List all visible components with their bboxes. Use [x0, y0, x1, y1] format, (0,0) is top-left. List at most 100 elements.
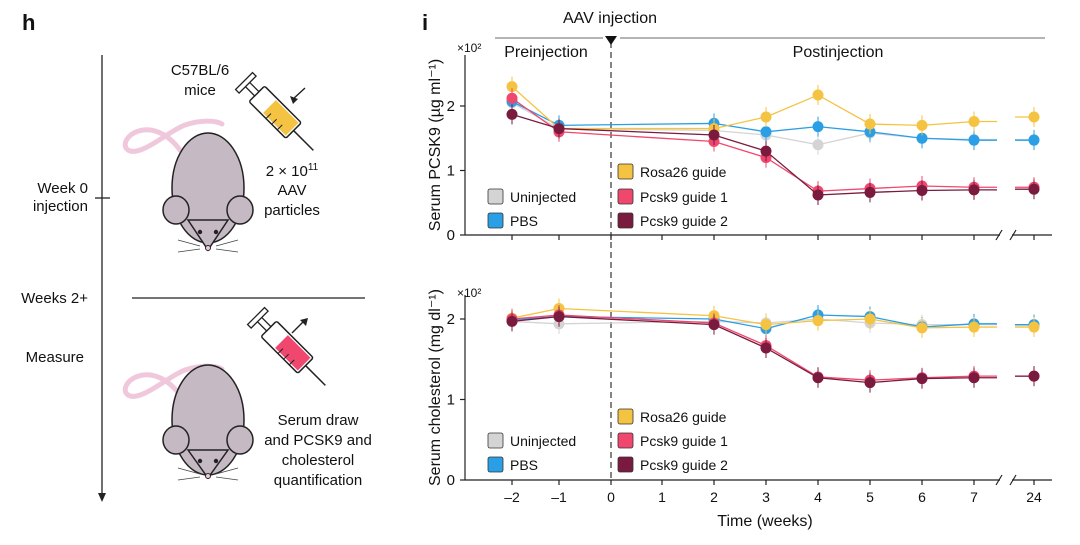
y-tick-label: 2 — [447, 98, 455, 115]
legend-label: Pcsk9 guide 1 — [640, 433, 728, 449]
data-point — [1028, 134, 1040, 146]
mouse-top-icon — [122, 118, 254, 253]
series-line — [511, 100, 975, 141]
axis-break-mark — [995, 229, 1003, 241]
panel-h: h — [0, 0, 420, 545]
mouse-strain-label: C57BL/6 — [170, 62, 230, 79]
legend-swatch — [617, 163, 634, 180]
serum-line1: Serum draw — [277, 412, 359, 429]
data-point — [916, 373, 928, 385]
aav-word-label: AAV — [277, 182, 307, 199]
legend-swatch — [487, 432, 504, 449]
preinjection-label: Preinjection — [504, 44, 588, 61]
measure-label: Measure — [25, 349, 84, 366]
series-line — [511, 97, 975, 192]
data-point — [864, 377, 876, 389]
legend-swatch — [487, 456, 504, 473]
data-point — [864, 313, 876, 325]
data-point — [1028, 183, 1040, 195]
y-tick-label: 0 — [447, 227, 455, 244]
dose-base: 2 × 10 — [265, 163, 308, 180]
data-point — [760, 342, 772, 354]
data-point — [1028, 370, 1040, 382]
data-point — [506, 108, 518, 120]
chart-cholesterol — [460, 295, 1052, 486]
data-point — [812, 315, 824, 327]
data-point — [708, 319, 720, 331]
x-tick-label: 4 — [814, 489, 822, 505]
data-point — [760, 126, 772, 138]
data-point — [864, 186, 876, 198]
axis-break-mark — [995, 474, 1003, 486]
data-point — [916, 322, 928, 334]
injection-marker-icon — [605, 36, 617, 45]
particles-word-label: particles — [264, 202, 320, 219]
data-point — [916, 184, 928, 196]
legend-label: Pcsk9 guide 1 — [640, 189, 728, 205]
x-tick-label: –2 — [504, 489, 520, 505]
serum-line4: quantification — [273, 472, 363, 489]
x-tick-label: 7 — [970, 489, 978, 505]
data-point — [812, 189, 824, 201]
data-point — [708, 129, 720, 141]
legend-swatch — [617, 188, 634, 205]
x-tick-label: 1 — [658, 489, 666, 505]
legend-swatch — [487, 212, 504, 229]
x-tick-label: 0 — [607, 489, 615, 505]
legend-swatch — [617, 456, 634, 473]
data-point — [968, 321, 980, 333]
panel-i-letter: i — [422, 10, 429, 35]
data-point — [506, 92, 518, 104]
y-tick-label: 0 — [447, 472, 455, 489]
timeline-arrowhead — [98, 493, 106, 502]
series-line — [511, 307, 975, 329]
weeks2-label: Weeks 2+ — [21, 290, 88, 307]
mouse-word-label: mice — [184, 82, 216, 99]
data-point — [968, 184, 980, 196]
y-tick-label: 1 — [447, 392, 455, 409]
dose-exponent: 11 — [307, 162, 319, 173]
series-line — [511, 314, 975, 381]
injection-label: injection — [32, 198, 88, 215]
aav-injection-label: AAV injection — [563, 10, 657, 27]
series-line — [511, 113, 975, 196]
series-line — [511, 314, 975, 330]
x-tick-label: 5 — [866, 489, 874, 505]
y-multiplier-label: ×10² — [457, 41, 481, 55]
data-point — [968, 134, 980, 146]
axis-break-mark — [1009, 229, 1017, 241]
postinjection-label: Postinjection — [792, 44, 884, 61]
data-point — [506, 315, 518, 327]
series-line — [511, 86, 975, 130]
chart-pcsk9 — [460, 55, 1052, 241]
data-point — [1028, 111, 1040, 123]
x-tick-label: 3 — [762, 489, 770, 505]
legend-swatch — [487, 188, 504, 205]
week0-label: Week 0 — [37, 180, 88, 197]
series-line — [511, 102, 975, 146]
y-axis-label: Serum PCSK9 (µg ml⁻¹) — [427, 59, 444, 231]
data-point — [812, 372, 824, 384]
legend-label: Uninjected — [510, 433, 576, 449]
panel-h-graphics — [95, 55, 365, 502]
legend-label: PBS — [510, 457, 538, 473]
data-point — [760, 145, 772, 157]
serum-line2: and PCSK9 and — [264, 432, 372, 449]
data-point — [968, 115, 980, 127]
legend-label: PBS — [510, 213, 538, 229]
series-line — [511, 318, 974, 326]
data-point — [1028, 321, 1040, 333]
data-point — [916, 119, 928, 131]
data-point — [812, 139, 824, 151]
syringe-bottom-icon — [246, 306, 326, 386]
legend-swatch — [617, 408, 634, 425]
dose-label: 2 × 1011 — [266, 162, 319, 180]
legend-label: Rosa26 guide — [640, 164, 727, 180]
x-tick-label: –1 — [551, 489, 567, 505]
data-point — [968, 372, 980, 384]
data-point — [506, 81, 518, 93]
y-tick-label: 2 — [447, 311, 455, 328]
series-line — [511, 315, 975, 384]
data-point — [553, 123, 565, 135]
